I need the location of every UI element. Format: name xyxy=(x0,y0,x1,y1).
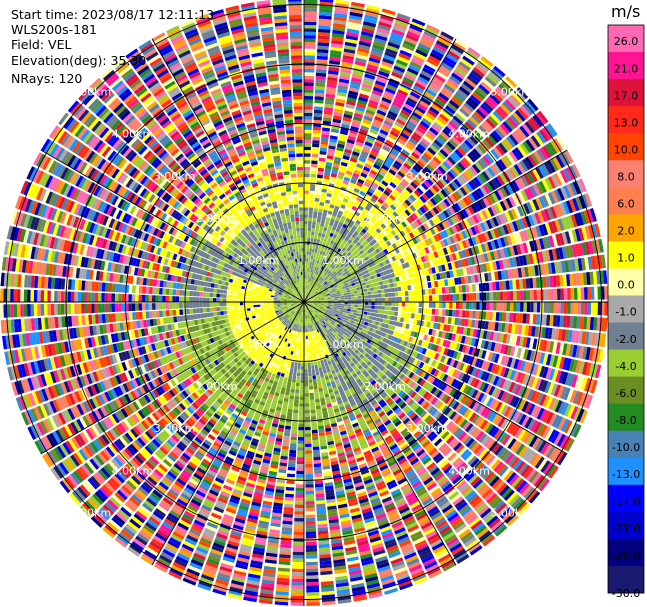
colorbar-tick-label: 0.0 xyxy=(617,279,635,292)
colorbar-segment xyxy=(608,403,644,432)
colorbar-segment xyxy=(608,349,644,378)
range-label-2-135: 2.00km xyxy=(364,380,406,393)
colorbar-tick-label: -6.0 xyxy=(615,387,636,400)
colorbar-segment xyxy=(608,187,644,215)
range-label-1-135: 1.00km xyxy=(322,338,364,351)
colorbar-tick-label: 13.0 xyxy=(614,116,639,129)
radial-line-330 xyxy=(151,38,305,303)
colorbar-tick-label: -26.0 xyxy=(612,549,640,562)
range-label-3-225: 3.00km xyxy=(154,422,196,435)
colorbar-segment xyxy=(608,322,644,351)
colorbar-tick-label: 10.0 xyxy=(614,143,639,156)
colorbar-tick-label: -1.0 xyxy=(615,306,636,319)
elevation-text: Elevation(deg): 35.30 xyxy=(11,53,146,68)
range-label-2-315: 2.00km xyxy=(196,212,238,225)
colorbar-segment xyxy=(608,538,644,567)
range-label-4-45: 4.00km xyxy=(448,128,490,141)
colorbar-tick-label: -21.0 xyxy=(612,522,640,535)
colorbar: m/s 26.0 21.0 17.0 13.0 10.0 8.0 6.0 2.0 1.0 0.0 -… xyxy=(607,2,645,600)
ppi-grid xyxy=(0,0,608,606)
instrument-text: WLS200s-181 xyxy=(11,22,97,37)
colorbar-segment xyxy=(608,79,644,107)
radial-line-300 xyxy=(40,149,305,303)
colorbar-tick-label: -2.0 xyxy=(615,333,636,346)
range-label-5-225: 5.00km xyxy=(70,506,112,519)
start-time-text: Start time: 2023/08/17 12:11:13 xyxy=(11,7,214,22)
colorbar-frame xyxy=(607,24,645,594)
colorbar-segment xyxy=(608,376,644,405)
colorbar-tick-label: 8.0 xyxy=(617,171,635,184)
range-label-4-225: 4.00km xyxy=(112,464,154,477)
colorbar-segment xyxy=(608,565,644,594)
colorbar-segment xyxy=(608,295,644,324)
colorbar-tick-label: 17.0 xyxy=(614,89,639,102)
radial-line-30 xyxy=(303,38,457,303)
info-block: Start time: 2023/08/17 12:11:13 WLS200s-… xyxy=(11,7,214,86)
radial-line-120 xyxy=(303,301,568,455)
range-label-1-315: 1.00km xyxy=(238,254,280,267)
range-label-3-135: 3.00km xyxy=(406,422,448,435)
colorbar-segment xyxy=(608,430,644,459)
range-label-4-315: 4.00km xyxy=(112,128,154,141)
colorbar-tick-label: 26.0 xyxy=(614,35,639,48)
colorbar-tick-label: -17.0 xyxy=(612,495,640,508)
range-label-2-45: 2.00km xyxy=(364,212,406,225)
colorbar-tick-label: 1.0 xyxy=(617,252,635,265)
range-label-1-45: 1.00km xyxy=(322,254,364,267)
colorbar-segment xyxy=(608,106,644,134)
colorbar-segment xyxy=(608,133,644,161)
range-label-2-225: 2.00km xyxy=(196,380,238,393)
colorbar-segment xyxy=(608,457,644,486)
range-label-5-315: 5.00km xyxy=(70,86,112,99)
range-label-3-45: 3.00km xyxy=(406,170,448,183)
colorbar-tick-label: 6.0 xyxy=(617,198,635,211)
radial-line-210 xyxy=(151,301,305,566)
radial-line-240 xyxy=(40,301,305,455)
range-label-5-45: 5.00km xyxy=(490,86,532,99)
range-label-1-225: 1.00km xyxy=(238,338,280,351)
colorbar-tick-label: -10.0 xyxy=(612,441,640,454)
radial-line-60 xyxy=(303,149,568,303)
colorbar-segment xyxy=(608,268,644,296)
colorbar-segment xyxy=(608,52,644,80)
colorbar-segment xyxy=(608,160,644,188)
field-text: Field: VEL xyxy=(11,37,71,52)
range-label-5-135: 5.00km xyxy=(490,506,532,519)
colorbar-tick-label: 21.0 xyxy=(614,62,639,75)
range-label-3-315: 3.00km xyxy=(154,170,196,183)
colorbar-tick-label: -13.0 xyxy=(612,468,640,481)
colorbar-tick-label: -8.0 xyxy=(615,414,636,427)
colorbar-segment xyxy=(608,511,644,540)
colorbar-tick-label: -30.0 xyxy=(612,587,640,600)
ppi-data-layer xyxy=(0,0,608,606)
colorbar-tick-label: -4.0 xyxy=(615,360,636,373)
range-label-4-135: 4.00km xyxy=(448,464,490,477)
colorbar-unit: m/s xyxy=(611,2,640,21)
colorbar-segment xyxy=(608,484,644,513)
colorbar-segment xyxy=(608,214,644,242)
colorbar-segment xyxy=(608,241,644,269)
colorbar-segment xyxy=(608,25,644,53)
range-labels: 1.00km 1.00km 1.00km 1.00km 2.00km 2.00km 2.00… xyxy=(70,86,532,520)
radial-line-150 xyxy=(303,301,457,566)
colorbar-tick-label: 2.0 xyxy=(617,225,635,238)
nrays-text: NRays: 120 xyxy=(11,71,82,86)
